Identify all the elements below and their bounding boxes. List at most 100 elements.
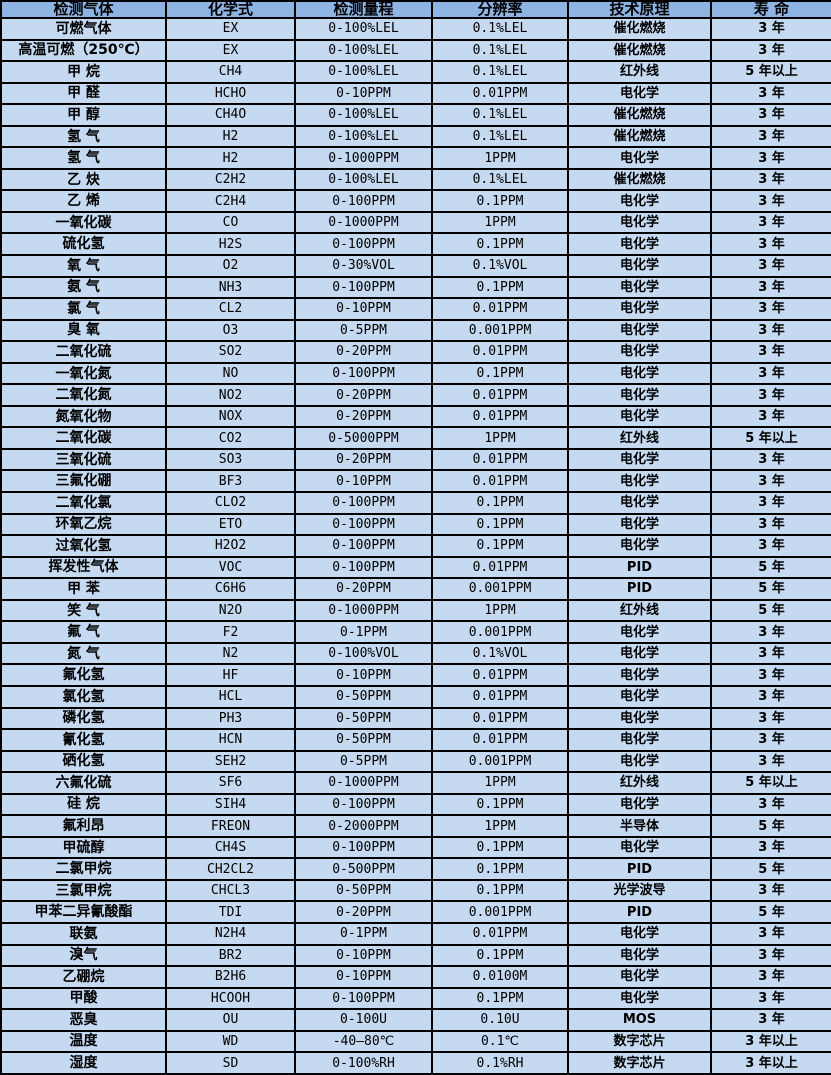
cell-technology-principle: PID — [567, 900, 712, 924]
cell-chemical-formula: SF6 — [165, 771, 296, 795]
cell-resolution: 0.1PPM — [431, 361, 569, 386]
cell-detection-range: 0-100PPM — [294, 534, 433, 558]
cell-technology-principle: PID — [567, 577, 712, 601]
cell-detection-range: 0-20PPM — [294, 577, 433, 601]
cell-detection-range: 0-100%VOL — [294, 641, 433, 666]
cell-resolution: 0.001PPM — [431, 749, 569, 774]
cell-chemical-formula: BR2 — [165, 943, 296, 968]
cell-detection-range: 0-30%VOL — [294, 254, 433, 278]
cell-resolution: 0.1PPM — [431, 792, 569, 817]
cell-detection-range: 0-100PPM — [294, 275, 433, 300]
cell-detection-range: 0-100%LEL — [294, 17, 433, 41]
cell-lifespan: 3 年 — [710, 232, 831, 256]
cell-detection-gas: 一氧化氮 — [0, 361, 167, 386]
table-row: 氧 气 O2 0-30%VOL 0.1%VOL 电化学 3 年 — [0, 254, 831, 278]
cell-technology-principle: 电化学 — [567, 189, 712, 213]
column-header-lifespan: 寿 命 — [710, 0, 831, 19]
cell-detection-gas: 环氧乙烷 — [0, 512, 167, 537]
table-row: 一氧化氮 NO 0-100PPM 0.1PPM 电化学 3 年 — [0, 361, 831, 386]
table-row: 乙 炔 C2H2 0-100%LEL 0.1%LEL 催化燃烧 3 年 — [0, 167, 831, 192]
cell-detection-range: 0-1000PPM — [294, 598, 433, 623]
cell-lifespan: 3 年 — [710, 835, 831, 860]
table-row: 甲 醇 CH4O 0-100%LEL 0.1%LEL 催化燃烧 3 年 — [0, 103, 831, 127]
cell-lifespan: 3 年 — [710, 878, 831, 903]
cell-resolution: 0.01PPM — [431, 728, 569, 752]
cell-technology-principle: 催化燃烧 — [567, 103, 712, 127]
cell-resolution: 0.01PPM — [431, 297, 569, 321]
cell-lifespan: 3 年 — [710, 663, 831, 687]
column-header-detection-gas: 检测气体 — [0, 0, 167, 19]
table-row: 氢 气 H2 0-100%LEL 0.1%LEL 催化燃烧 3 年 — [0, 124, 831, 149]
column-header-detection-range: 检测量程 — [294, 0, 433, 19]
table-row: 臭 氧 O3 0-5PPM 0.001PPM 电化学 3 年 — [0, 318, 831, 343]
cell-technology-principle: 催化燃烧 — [567, 124, 712, 149]
cell-resolution: 0.1%LEL — [431, 17, 569, 41]
cell-detection-range: 0-10PPM — [294, 965, 433, 989]
cell-technology-principle: 电化学 — [567, 232, 712, 256]
cell-lifespan: 3 年 — [710, 965, 831, 989]
cell-technology-principle: 光学波导 — [567, 878, 712, 903]
cell-lifespan: 3 年 — [710, 469, 831, 494]
cell-lifespan: 3 年 — [710, 620, 831, 644]
table-row: 湿度 SD 0-100%RH 0.1%RH 数字芯片 3 年以上 — [0, 1051, 831, 1075]
cell-resolution: 0.01PPM — [431, 383, 569, 407]
cell-detection-range: 0-100PPM — [294, 232, 433, 256]
cell-chemical-formula: CO — [165, 210, 296, 235]
table-row: 硫化氢 H2S 0-100PPM 0.1PPM 电化学 3 年 — [0, 232, 831, 256]
table-row: 氟利昂 FREON 0-2000PPM 1PPM 半导体 5 年 — [0, 814, 831, 838]
table-header: 检测气体 化学式 检测量程 分辨率 技术原理寿 命 — [0, 0, 831, 19]
cell-technology-principle: 电化学 — [567, 835, 712, 860]
cell-detection-gas: 磷化氢 — [0, 706, 167, 731]
cell-detection-range: 0-100PPM — [294, 512, 433, 537]
table-row: 二氧化氮 NO2 0-20PPM 0.01PPM 电化学 3 年 — [0, 383, 831, 407]
cell-chemical-formula: HCN — [165, 728, 296, 752]
cell-detection-range: 0-20PPM — [294, 447, 433, 472]
cell-detection-range: 0-10PPM — [294, 297, 433, 321]
cell-detection-gas: 乙硼烷 — [0, 965, 167, 989]
cell-chemical-formula: CH4S — [165, 835, 296, 860]
cell-detection-gas: 氯 气 — [0, 297, 167, 321]
table-body: 可燃气体 EX 0-100%LEL 0.1%LEL 催化燃烧 3 年高温可燃（250℃） E… — [0, 17, 831, 1075]
cell-technology-principle: 电化学 — [567, 254, 712, 278]
table-row: 二氧化氯 CLO2 0-100PPM 0.1PPM 电化学 3 年 — [0, 491, 831, 515]
table-row: 氨 气 NH3 0-100PPM 0.1PPM 电化学 3 年 — [0, 275, 831, 300]
cell-detection-range: 0-100PPM — [294, 491, 433, 515]
cell-detection-gas: 联氨 — [0, 921, 167, 946]
cell-detection-gas: 高温可燃（250℃） — [0, 38, 167, 63]
cell-technology-principle: 电化学 — [567, 943, 712, 968]
cell-detection-range: 0-50PPM — [294, 878, 433, 903]
cell-chemical-formula: BF3 — [165, 469, 296, 494]
cell-resolution: 0.1PPM — [431, 189, 569, 213]
cell-chemical-formula: SEH2 — [165, 749, 296, 774]
cell-detection-gas: 氰化氢 — [0, 728, 167, 752]
cell-chemical-formula: CL2 — [165, 297, 296, 321]
cell-detection-range: 0-1PPM — [294, 620, 433, 644]
cell-detection-range: 0-1000PPM — [294, 771, 433, 795]
cell-technology-principle: MOS — [567, 1008, 712, 1032]
cell-chemical-formula: SO3 — [165, 447, 296, 472]
cell-chemical-formula: C6H6 — [165, 577, 296, 601]
cell-lifespan: 3 年 — [710, 684, 831, 709]
table-row: 氮 气 N2 0-100%VOL 0.1%VOL 电化学 3 年 — [0, 641, 831, 666]
cell-lifespan: 3 年 — [710, 404, 831, 429]
cell-resolution: 1PPM — [431, 771, 569, 795]
cell-lifespan: 5 年 — [710, 900, 831, 924]
table-row: 乙 烯 C2H4 0-100PPM 0.1PPM 电化学 3 年 — [0, 189, 831, 213]
cell-chemical-formula: NH3 — [165, 275, 296, 300]
cell-detection-gas: 氢 气 — [0, 146, 167, 170]
cell-technology-principle: 电化学 — [567, 663, 712, 687]
cell-detection-gas: 氟利昂 — [0, 814, 167, 838]
cell-lifespan: 3 年以上 — [710, 1029, 831, 1054]
cell-detection-range: 0-5PPM — [294, 749, 433, 774]
cell-lifespan: 3 年 — [710, 512, 831, 537]
cell-resolution: 0.001PPM — [431, 900, 569, 924]
cell-resolution: 1PPM — [431, 426, 569, 450]
cell-resolution: 0.01PPM — [431, 663, 569, 687]
cell-technology-principle: 红外线 — [567, 60, 712, 84]
cell-chemical-formula: EX — [165, 17, 296, 41]
cell-resolution: 0.01PPM — [431, 921, 569, 946]
cell-technology-principle: 催化燃烧 — [567, 38, 712, 63]
cell-technology-principle: 电化学 — [567, 792, 712, 817]
cell-resolution: 0.10U — [431, 1008, 569, 1032]
